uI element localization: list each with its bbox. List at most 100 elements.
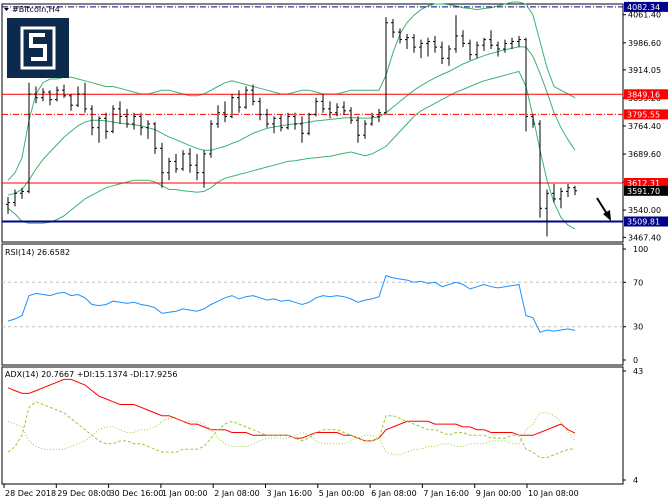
candle — [356, 116, 360, 143]
price-tick-label: 3986.60 — [628, 39, 661, 48]
logo-s-glyph — [29, 33, 47, 61]
candle — [559, 187, 563, 209]
candle — [489, 30, 493, 49]
level-label-bg-2 — [624, 109, 668, 120]
candle — [153, 122, 157, 154]
current-price-bg — [624, 185, 668, 196]
adx-title: ADX(14) 20.7667 +DI:15.1374 -DI:17.9256 — [5, 370, 177, 379]
rsi-tick-label: 0 — [633, 356, 638, 365]
candle — [363, 120, 367, 139]
rsi-axis: 100 70 30 0 — [623, 245, 648, 365]
level-labels: 4082.34 3849.16 3795.55 3612.31 3509.81 3591.… — [624, 1, 668, 227]
rsi-title: RSI(14) 26.6582 — [5, 248, 70, 257]
symbol-dropdown-icon[interactable] — [4, 8, 9, 11]
candle — [139, 112, 143, 136]
rsi-tick-label: 30 — [633, 323, 643, 332]
candle — [475, 41, 479, 59]
candle — [216, 105, 220, 128]
candle — [566, 183, 570, 197]
candle — [62, 84, 66, 98]
bollinger-bands — [7, 1, 576, 230]
candle — [13, 189, 17, 207]
time-tick-label: 3 Jan 16:00 — [267, 489, 313, 498]
level-label-bg-1 — [624, 89, 668, 100]
candles — [6, 15, 577, 237]
time-tick-label: 2 Jan 08:00 — [214, 489, 260, 498]
candle — [517, 35, 521, 48]
level-label-bg-3 — [624, 178, 668, 188]
candle — [321, 94, 325, 113]
candle — [293, 112, 297, 130]
time-tick-label: 6 Jan 08:00 — [371, 489, 417, 498]
candle — [27, 82, 31, 194]
rsi-tick-label: 100 — [633, 245, 648, 254]
level-label-bg-0 — [624, 1, 668, 12]
price-tick-label: 3540.00 — [628, 206, 661, 215]
candle — [202, 150, 206, 188]
candle — [440, 41, 444, 64]
candle — [104, 112, 108, 139]
price-axis: 4061.403986.603914.053839.203764.403689.… — [623, 11, 661, 242]
candle — [510, 37, 514, 49]
price-pane-frame — [1, 3, 624, 243]
candle — [370, 112, 374, 126]
candle — [433, 35, 437, 53]
price-tick-label: 3467.40 — [628, 233, 661, 242]
rsi-pane-frame — [1, 243, 624, 366]
candle — [503, 39, 507, 53]
candle — [279, 114, 283, 132]
candle — [55, 86, 59, 102]
adx-pane-frame — [1, 366, 624, 485]
rsi-pane: 100 70 30 0 RSI(14) 26.6582 — [1, 243, 648, 366]
candle — [237, 90, 241, 113]
candle — [314, 97, 318, 117]
candle — [398, 28, 402, 44]
adx-tick-label: 43 — [633, 367, 643, 376]
price-tick-label: 3689.60 — [628, 150, 661, 159]
candle — [552, 183, 556, 203]
candle — [167, 157, 171, 181]
time-tick-label: 28 Dec 2018 — [5, 489, 56, 498]
price-tick-label: 3914.05 — [628, 66, 661, 75]
candle — [209, 120, 213, 158]
level-label-1: 3849.16 — [627, 90, 660, 99]
candle — [286, 112, 290, 130]
candle — [76, 86, 80, 108]
candle — [384, 17, 388, 115]
candle — [265, 108, 269, 128]
time-tick-label: 9 Jan 00:00 — [476, 489, 522, 498]
level-label-bg-4 — [624, 216, 668, 227]
candle — [545, 189, 549, 237]
candle — [20, 187, 24, 199]
current-price-label: 3591.70 — [627, 187, 660, 196]
price-pane: 4061.403986.603914.053839.203764.403689.… — [1, 1, 668, 243]
candle — [83, 82, 87, 113]
candle — [6, 197, 10, 214]
candle — [90, 105, 94, 136]
candle — [230, 94, 234, 119]
candle — [468, 39, 472, 61]
level-label-0: 4082.34 — [627, 3, 660, 12]
candle — [41, 88, 45, 102]
rsi-line — [7, 274, 576, 333]
level-label-4: 3509.81 — [627, 218, 660, 227]
bollinger-middle — [7, 46, 576, 196]
candle — [132, 112, 136, 130]
broker-logo — [7, 18, 69, 78]
trend-arrow — [596, 197, 611, 221]
adx-lines — [7, 378, 576, 459]
time-tick-label: 5 Jan 00:00 — [319, 489, 365, 498]
candle — [118, 101, 122, 124]
level-label-3: 3612.31 — [627, 179, 660, 188]
candle — [244, 86, 248, 109]
candle — [272, 116, 276, 134]
candle — [48, 90, 52, 106]
candle — [454, 15, 458, 53]
candle — [531, 114, 535, 128]
candle — [223, 101, 227, 123]
candle — [195, 153, 199, 181]
candle — [160, 142, 164, 188]
